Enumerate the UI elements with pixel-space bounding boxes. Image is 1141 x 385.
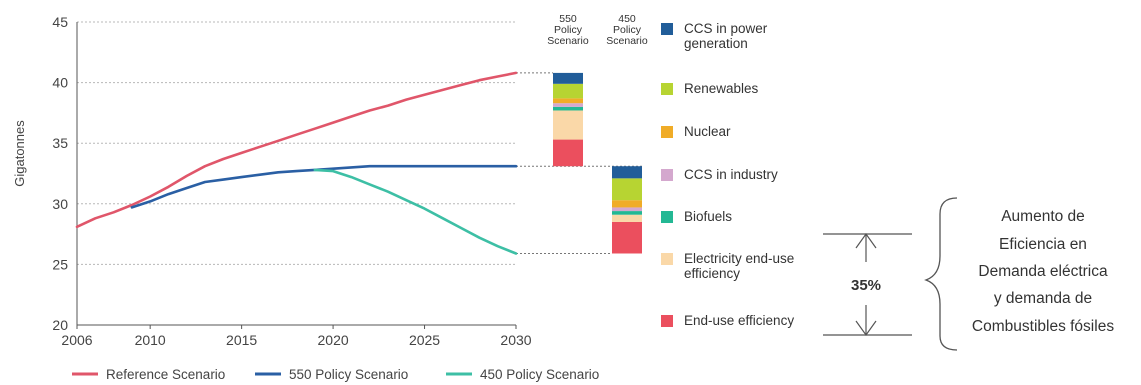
annotation-brace — [924, 197, 958, 351]
y-tick-label: 20 — [52, 317, 68, 333]
bar-label-line: Scenario — [547, 35, 589, 47]
bar-label: 450 Policy Scenario — [606, 13, 648, 47]
annotation-arrowhead-down — [855, 320, 877, 337]
legend-series-label: Reference Scenario — [106, 367, 225, 382]
legend-swatch — [661, 315, 673, 327]
legend-item-label: CCS in power generation — [684, 21, 768, 51]
legend-item-label: CCS in industry — [684, 167, 778, 182]
legend-swatch — [661, 83, 673, 95]
x-tick-label: 2025 — [409, 332, 440, 348]
y-tick-label: 35 — [52, 135, 68, 151]
bar-segment-biofuels — [553, 106, 583, 111]
bar-label-line: 450 — [618, 13, 636, 25]
bar-segment-ccs-in-industry — [553, 103, 583, 107]
bar-label: 550 Policy Scenario — [547, 13, 589, 47]
series-line-450-policy-scenario — [313, 168, 518, 255]
legend-item-label: Electricity end-use efficiency — [684, 251, 794, 281]
annotation-text-line: y demanda de — [994, 290, 1092, 307]
bar-segment-electricity-end-use-efficiency — [612, 214, 642, 222]
bar-segment-nuclear — [612, 200, 642, 208]
annotation-arrowhead-up — [855, 232, 877, 249]
bar-label-line: Policy — [554, 24, 583, 36]
bar-segment-renewables — [612, 178, 642, 201]
x-tick-label: 2015 — [226, 332, 257, 348]
legend-item-label-line: generation — [684, 36, 748, 51]
bar-segment-end-use-efficiency — [612, 221, 642, 254]
bar-segment-electricity-end-use-efficiency — [553, 110, 583, 140]
y-tick-label: 25 — [52, 256, 68, 272]
bar-segment-nuclear — [553, 98, 583, 104]
bar-segment-ccs-in-power-generation — [553, 72, 583, 84]
legend-item-label: End-use efficiency — [684, 313, 794, 328]
legend-swatch — [661, 211, 673, 223]
legend-item-label-line: Electricity end-use — [684, 251, 794, 266]
y-tick-label: 45 — [52, 14, 68, 30]
x-tick-label: 2030 — [500, 332, 531, 348]
bar-label-line: 550 — [559, 13, 577, 25]
legend-item-label: Biofuels — [684, 209, 732, 224]
legend-series-label: 550 Policy Scenario — [289, 367, 408, 382]
x-tick-label: 2010 — [135, 332, 166, 348]
annotation-text-line: Eficiencia en — [999, 236, 1087, 253]
series-line-550-policy-scenario — [130, 164, 518, 209]
annotation-text-line: Demanda eléctrica — [978, 263, 1108, 280]
bar-segment-ccs-in-industry — [612, 207, 642, 212]
y-axis-label: Gigatonnes — [12, 120, 27, 187]
x-tick-label: 2006 — [61, 332, 92, 348]
annotation-text-line: Combustibles fósiles — [972, 318, 1114, 335]
legend-series-label: 450 Policy Scenario — [480, 367, 599, 382]
bar-segment-biofuels — [612, 211, 642, 215]
legend-swatch — [661, 169, 673, 181]
series-line-reference-scenario — [75, 71, 518, 229]
bar-segment-ccs-in-power-generation — [612, 166, 642, 179]
legend-swatch — [661, 253, 673, 265]
legend-swatch — [661, 23, 673, 35]
annotation-text-line: Aumento de — [1001, 208, 1085, 225]
annotation-percent: 35% — [851, 277, 881, 294]
legend-swatch — [661, 126, 673, 138]
bar-segment-renewables — [553, 83, 583, 99]
x-tick-label: 2020 — [318, 332, 349, 348]
legend-item-label-line: CCS in power — [684, 21, 768, 36]
legend-item-label: Renewables — [684, 81, 759, 96]
legend-item-label-line: efficiency — [684, 266, 740, 281]
y-tick-label: 40 — [52, 75, 68, 91]
y-tick-label: 30 — [52, 196, 68, 212]
bar-segment-end-use-efficiency — [553, 139, 583, 167]
bar-label-line: Policy — [613, 24, 642, 36]
legend-item-label: Nuclear — [684, 124, 731, 139]
bar-label-line: Scenario — [606, 35, 648, 47]
